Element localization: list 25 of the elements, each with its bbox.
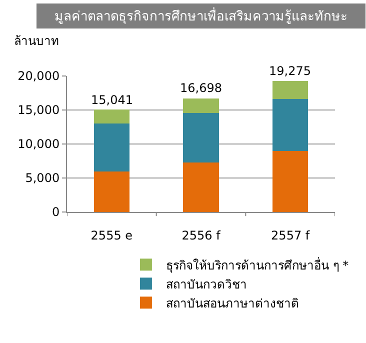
x-tick-label: 2557 f bbox=[271, 228, 310, 242]
bar bbox=[94, 172, 130, 212]
y-tick-label: 15,000 bbox=[18, 103, 60, 118]
y-tick-label: 10,000 bbox=[18, 137, 60, 152]
total-label: 19,275 bbox=[269, 64, 311, 78]
y-tick-label: 5,000 bbox=[25, 171, 60, 186]
bar bbox=[94, 124, 130, 172]
y-tick-label: 0 bbox=[52, 205, 60, 220]
bar bbox=[272, 151, 308, 212]
legend-label: ธุรกิจให้บริการด้านการศึกษาอื่น ๆ * bbox=[166, 256, 349, 274]
bar bbox=[272, 80, 308, 100]
bar bbox=[272, 99, 308, 152]
chart-title: มูลค่าตลาดธุรกิจการศึกษาเพื่อเสริมความรู้และทักษะ bbox=[54, 8, 348, 24]
x-tick-label: 2555 e bbox=[90, 228, 133, 242]
total-label: 16,698 bbox=[180, 81, 222, 95]
total-label: 15,041 bbox=[91, 93, 133, 107]
y-tick-label: 20,000 bbox=[18, 69, 60, 84]
legend-label: สถาบันสอนภาษาต่างชาติ bbox=[166, 296, 299, 310]
bar bbox=[183, 98, 219, 114]
x-tick-label: 2556 f bbox=[182, 228, 222, 242]
bar bbox=[183, 162, 219, 212]
legend-label: สถาบันกวดวิชา bbox=[166, 277, 247, 292]
bar bbox=[94, 110, 130, 124]
y-axis-title: ล้านบาท bbox=[14, 34, 59, 48]
bar bbox=[183, 113, 219, 162]
